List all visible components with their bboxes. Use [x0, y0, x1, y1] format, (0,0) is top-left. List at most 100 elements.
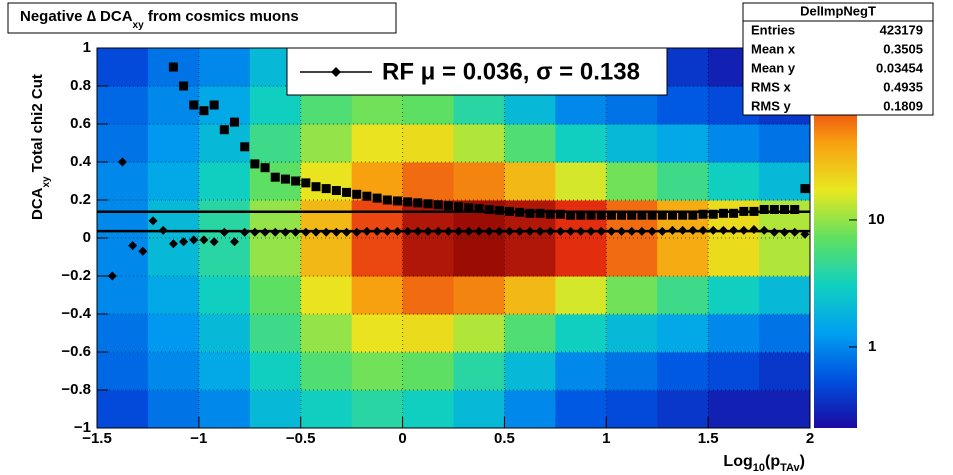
heat-cell — [249, 314, 302, 353]
heat-cell — [402, 276, 454, 315]
square-marker — [647, 210, 657, 220]
diamond-marker — [179, 237, 189, 247]
square-marker — [230, 117, 240, 127]
legend-text: RF μ = 0.036, σ = 0.138 — [382, 58, 640, 85]
heat-cell — [453, 162, 505, 201]
heat-cell — [453, 238, 505, 277]
square-marker — [555, 209, 565, 219]
y-tick-label: 0 — [83, 229, 91, 246]
diamond-marker — [189, 235, 199, 245]
heat-cell — [708, 276, 760, 315]
x-tick-label: 1 — [602, 430, 610, 447]
heat-cell — [147, 314, 200, 353]
stats-label: Mean y — [751, 60, 796, 75]
heat-cell — [759, 314, 811, 353]
heat-cell — [198, 238, 251, 277]
square-marker — [260, 163, 270, 173]
diamond-marker — [321, 227, 331, 237]
diamond-marker — [138, 246, 148, 256]
square-marker — [688, 210, 698, 220]
stats-value: 0.1809 — [883, 98, 923, 113]
heat-cell — [402, 390, 454, 429]
diamond-marker — [606, 226, 616, 236]
square-marker — [708, 209, 718, 219]
heat-cell — [453, 314, 505, 353]
heat-cell — [708, 238, 760, 277]
stats-rows: Entries 423179 Mean x 0.3505 Mean y 0.03454 RM… — [751, 22, 924, 113]
diamond-marker — [474, 226, 484, 236]
heat-cell — [504, 390, 556, 429]
z-tick-label: 10 — [868, 211, 885, 228]
heat-cell — [555, 238, 607, 277]
square-marker — [800, 184, 810, 194]
y-axis-label: DCAxy Total chi2 Cut — [29, 74, 52, 220]
heat-cell — [147, 390, 200, 429]
y-tick-label: 0.6 — [70, 115, 91, 132]
stats-value: 423179 — [880, 22, 923, 37]
square-marker — [596, 210, 606, 220]
stats-label: Mean x — [751, 41, 796, 56]
heat-cell — [708, 162, 760, 201]
diamond-marker — [596, 226, 606, 236]
square-marker — [657, 210, 667, 220]
heat-cell — [504, 352, 556, 391]
square-marker — [729, 208, 739, 218]
markers — [97, 62, 810, 281]
x-axis-label: Log10(pTAv) — [723, 453, 805, 474]
y-tick-label: −0.8 — [61, 381, 91, 398]
square-marker — [199, 106, 209, 116]
square-marker — [342, 187, 352, 197]
stats-value: 0.03454 — [876, 60, 924, 75]
square-marker — [698, 209, 708, 219]
diamond-marker — [423, 226, 433, 236]
heat-cell — [300, 238, 353, 277]
diamond-marker — [749, 224, 759, 234]
diamond-marker — [311, 227, 321, 237]
square-marker — [403, 197, 413, 207]
square-marker — [423, 199, 433, 209]
heat-cell — [147, 352, 200, 391]
heat-cell — [555, 276, 607, 315]
diamond-marker — [708, 225, 718, 235]
heat-cell — [453, 124, 505, 163]
diamond-marker — [464, 226, 474, 236]
diamond-marker — [718, 225, 728, 235]
heat-cell — [249, 124, 302, 163]
heat-cell — [97, 390, 149, 429]
heat-cell — [504, 314, 556, 353]
heat-cell — [606, 390, 658, 429]
heat-cell — [453, 390, 505, 429]
stats-box — [742, 2, 934, 116]
diamond-marker — [301, 227, 311, 237]
diamond-marker — [443, 226, 453, 236]
heat-cell — [249, 276, 302, 315]
x-tick-label: 0 — [398, 430, 406, 447]
title-box — [7, 2, 397, 34]
square-marker — [454, 202, 464, 212]
diamond-marker — [637, 226, 647, 236]
legend-marker — [331, 67, 341, 77]
heat-cell — [657, 238, 709, 277]
heat-cell — [147, 162, 200, 201]
square-marker — [321, 184, 331, 194]
square-marker — [505, 206, 515, 216]
square-marker — [372, 193, 382, 203]
square-marker — [362, 191, 372, 201]
square-marker — [780, 205, 790, 214]
z-tick-label: 1 — [868, 338, 876, 355]
square-marker — [586, 210, 596, 220]
square-marker — [392, 196, 402, 206]
diamond-marker — [667, 225, 677, 235]
diamond-marker — [800, 229, 810, 239]
heat-cell — [759, 238, 811, 277]
diamond-marker — [382, 226, 392, 236]
heat-cell — [351, 238, 404, 277]
heat-cell — [555, 390, 607, 429]
heat-cell — [300, 390, 353, 429]
square-marker — [464, 203, 474, 213]
heat-cell — [97, 276, 149, 315]
square-marker — [739, 206, 749, 216]
heat-cell — [759, 124, 811, 163]
heat-cell — [198, 390, 251, 429]
square-marker — [280, 174, 290, 184]
